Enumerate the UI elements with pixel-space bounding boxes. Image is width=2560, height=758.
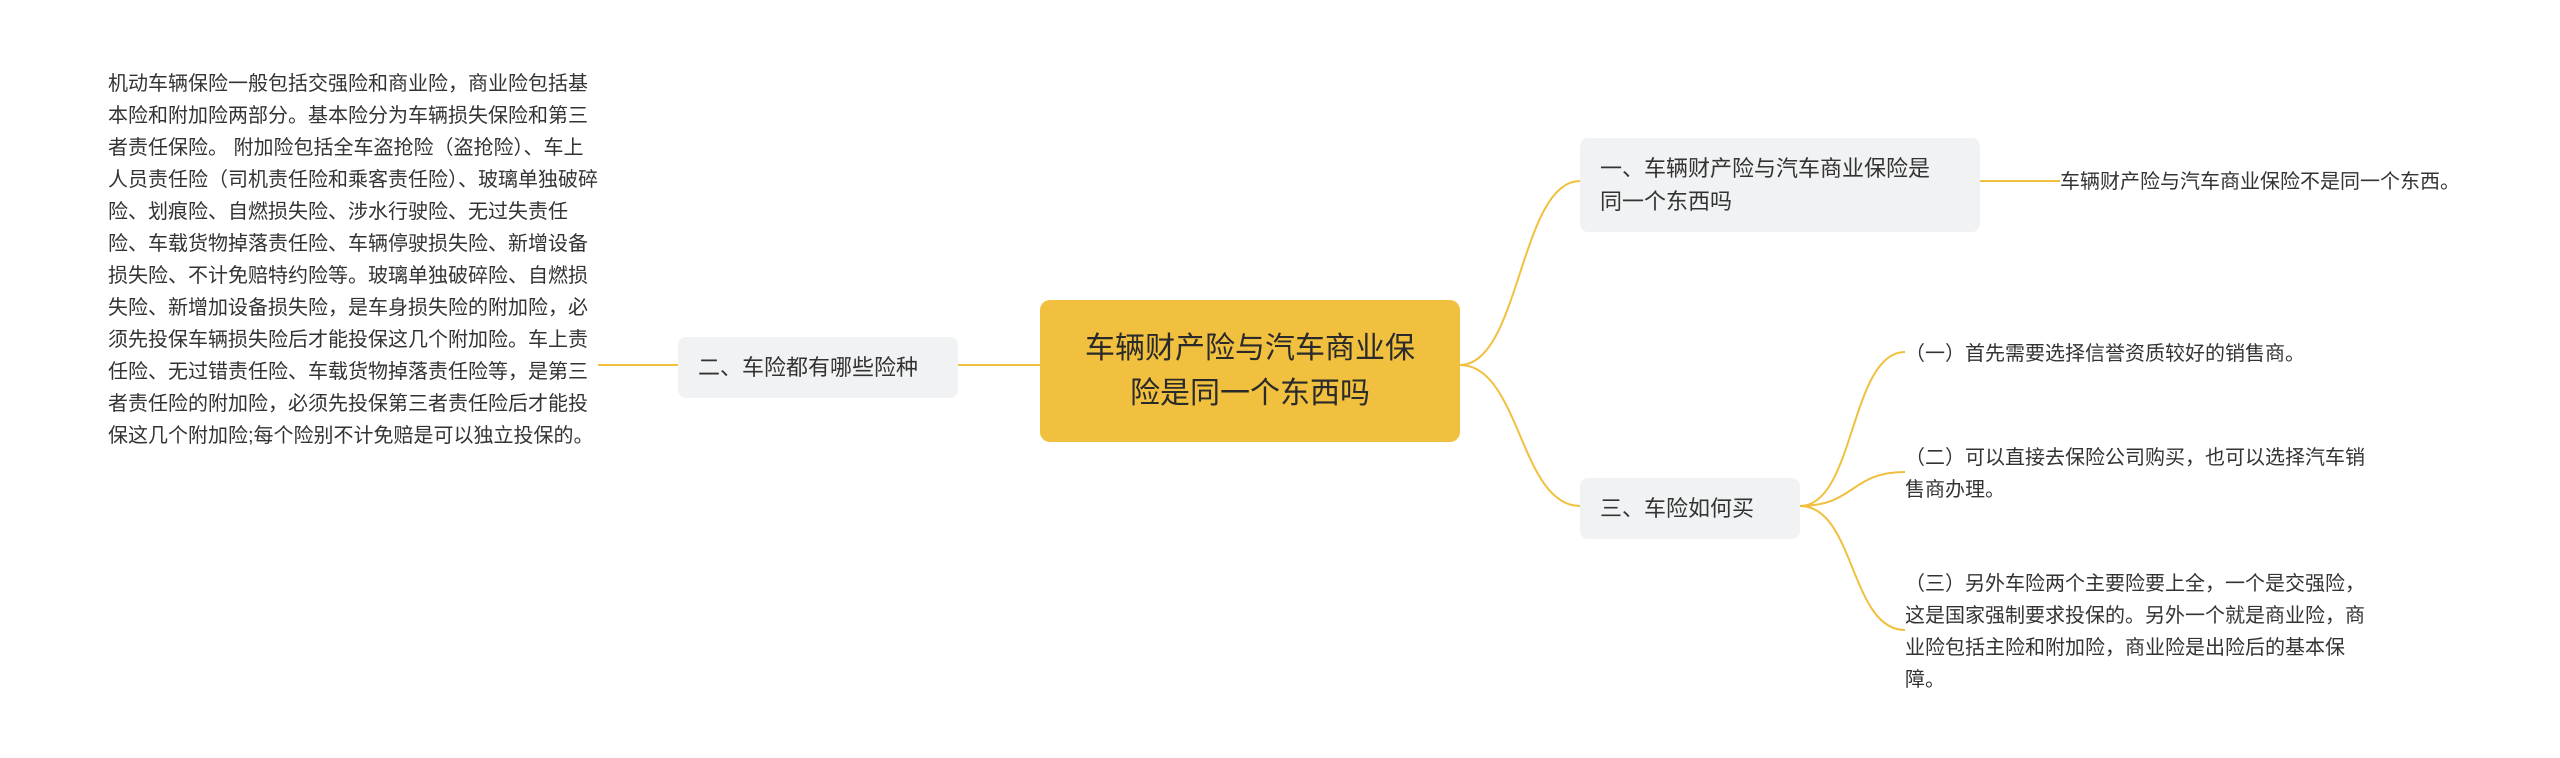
branch-left-leaf[interactable]: 机动车辆保险一般包括交强险和商业险，商业险包括基本险和附加险两部分。基本险分为车… [108, 68, 598, 452]
branch-right-3-leaf3[interactable]: （三）另外车险两个主要险要上全，一个是交强险，这是国家强制要求投保的。另外一个就… [1905, 568, 2375, 696]
mindmap-canvas: 车辆财产险与汽车商业保 险是同一个东西吗 一、车辆财产险与汽车商业保险是 同一个… [0, 0, 2560, 758]
branch-right-3-leaf2[interactable]: （二）可以直接去保险公司购买，也可以选择汽车销售商办理。 [1905, 442, 2375, 506]
branch-right-3-leaf1[interactable]: （一）首先需要选择信誉资质较好的销售商。 [1905, 338, 2375, 370]
branch-right-1[interactable]: 一、车辆财产险与汽车商业保险是 同一个东西吗 [1580, 138, 1980, 232]
branch-left[interactable]: 二、车险都有哪些险种 [678, 337, 958, 398]
center-title-line2: 险是同一个东西吗 [1074, 371, 1426, 416]
branch-right-1-leaf[interactable]: 车辆财产险与汽车商业保险不是同一个东西。 [2060, 166, 2500, 198]
branch-right-3[interactable]: 三、车险如何买 [1580, 478, 1800, 539]
center-title-line1: 车辆财产险与汽车商业保 [1074, 326, 1426, 371]
branch-right-1-line2: 同一个东西吗 [1600, 185, 1960, 218]
center-topic[interactable]: 车辆财产险与汽车商业保 险是同一个东西吗 [1040, 300, 1460, 442]
branch-right-1-line1: 一、车辆财产险与汽车商业保险是 [1600, 152, 1960, 185]
